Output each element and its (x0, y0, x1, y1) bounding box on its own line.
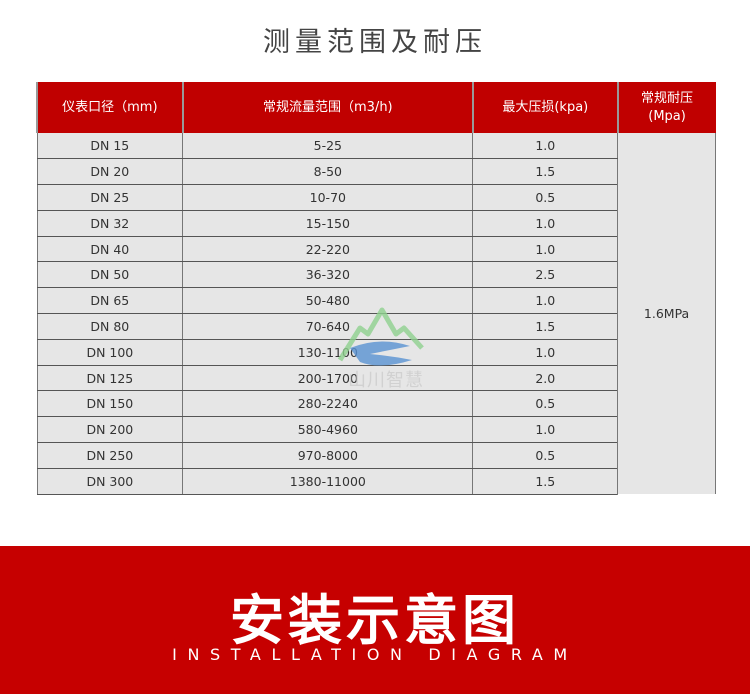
cell-flow-range: 10-70 (182, 184, 473, 211)
cell-pressure-loss: 1.0 (472, 133, 618, 160)
cell-diameter: DN 250 (36, 442, 183, 469)
table-row: DN 50 36-320 2.5 (36, 261, 716, 289)
table-row: DN 65 50-480 1.0 (36, 287, 716, 315)
table-row: DN 40 22-220 1.0 (36, 236, 716, 263)
cell-pressure-loss: 1.5 (472, 158, 618, 186)
cell-diameter: DN 100 (36, 339, 183, 366)
cell-diameter: DN 150 (36, 390, 183, 418)
header-flow-range: 常规流量范围（m3/h) (181, 82, 473, 133)
cell-diameter: DN 40 (36, 236, 183, 263)
cell-diameter: DN 65 (36, 287, 183, 315)
installation-banner: 安装示意图 INSTALLATION DIAGRAM (0, 546, 750, 694)
cell-pressure-loss: 1.0 (472, 210, 618, 237)
cell-pressure-loss: 2.5 (472, 261, 618, 289)
cell-pressure-loss: 1.0 (472, 287, 618, 315)
table-row: DN 250 970-8000 0.5 (36, 442, 716, 469)
banner-subtitle: INSTALLATION DIAGRAM (172, 645, 578, 664)
cell-flow-range: 36-320 (182, 261, 473, 289)
cell-pressure-loss: 1.0 (472, 339, 618, 366)
table-row: DN 150 280-2240 0.5 (36, 390, 716, 418)
cell-diameter: DN 200 (36, 416, 183, 444)
cell-diameter: DN 15 (36, 133, 183, 160)
table-header-row: 仪表口径（mm) 常规流量范围（m3/h) 最大压损(kpa) 常规耐压 (Mp… (36, 82, 716, 133)
cell-diameter: DN 32 (36, 210, 183, 237)
table-row: DN 25 10-70 0.5 (36, 184, 716, 211)
table-row: DN 20 8-50 1.5 (36, 158, 716, 186)
cell-diameter: DN 80 (36, 313, 183, 340)
table-row: DN 125 200-1700 2.0 (36, 365, 716, 392)
cell-diameter: DN 50 (36, 261, 183, 289)
cell-flow-range: 5-25 (182, 133, 473, 160)
cell-flow-range: 280-2240 (182, 390, 473, 418)
spec-table: 仪表口径（mm) 常规流量范围（m3/h) 最大压损(kpa) 常规耐压 (Mp… (36, 82, 716, 495)
cell-flow-range: 70-640 (182, 313, 473, 340)
cell-flow-range: 200-1700 (182, 365, 473, 392)
cell-pressure-loss: 1.5 (472, 313, 618, 340)
table-row: DN 100 130-1100 1.0 (36, 339, 716, 366)
cell-pressure-loss: 0.5 (472, 442, 618, 469)
table-row: DN 80 70-640 1.5 (36, 313, 716, 340)
cell-flow-range: 8-50 (182, 158, 473, 186)
cell-flow-range: 50-480 (182, 287, 473, 315)
header-pressure-loss: 最大压损(kpa) (471, 82, 618, 133)
cell-diameter: DN 25 (36, 184, 183, 211)
cell-pressure-loss: 0.5 (472, 390, 618, 418)
cell-pressure-rating: 1.6MPa (617, 133, 716, 495)
cell-pressure-loss: 1.5 (472, 468, 618, 495)
cell-flow-range: 130-1100 (182, 339, 473, 366)
header-diameter: 仪表口径（mm) (36, 82, 183, 133)
banner-title: 安装示意图 (230, 589, 520, 652)
table-row: DN 300 1380-11000 1.5 (36, 468, 716, 495)
cell-pressure-loss: 2.0 (472, 365, 618, 392)
cell-diameter: DN 125 (36, 365, 183, 392)
cell-flow-range: 15-150 (182, 210, 473, 237)
cell-pressure-loss: 0.5 (472, 184, 618, 211)
cell-pressure-loss: 1.0 (472, 236, 618, 263)
cell-flow-range: 22-220 (182, 236, 473, 263)
cell-diameter: DN 300 (36, 468, 183, 495)
header-pressure-rating: 常规耐压 (Mpa) (616, 82, 716, 133)
table-row: DN 15 5-25 1.0 1.6MPa (36, 133, 716, 495)
cell-flow-range: 970-8000 (182, 442, 473, 469)
cell-flow-range: 580-4960 (182, 416, 473, 444)
cell-flow-range: 1380-11000 (182, 468, 473, 495)
table-row: DN 32 15-150 1.0 (36, 210, 716, 237)
table-row: DN 200 580-4960 1.0 (36, 416, 716, 444)
cell-diameter: DN 20 (36, 158, 183, 186)
section-title: 测量范围及耐压 (263, 27, 487, 58)
cell-pressure-loss: 1.0 (472, 416, 618, 444)
